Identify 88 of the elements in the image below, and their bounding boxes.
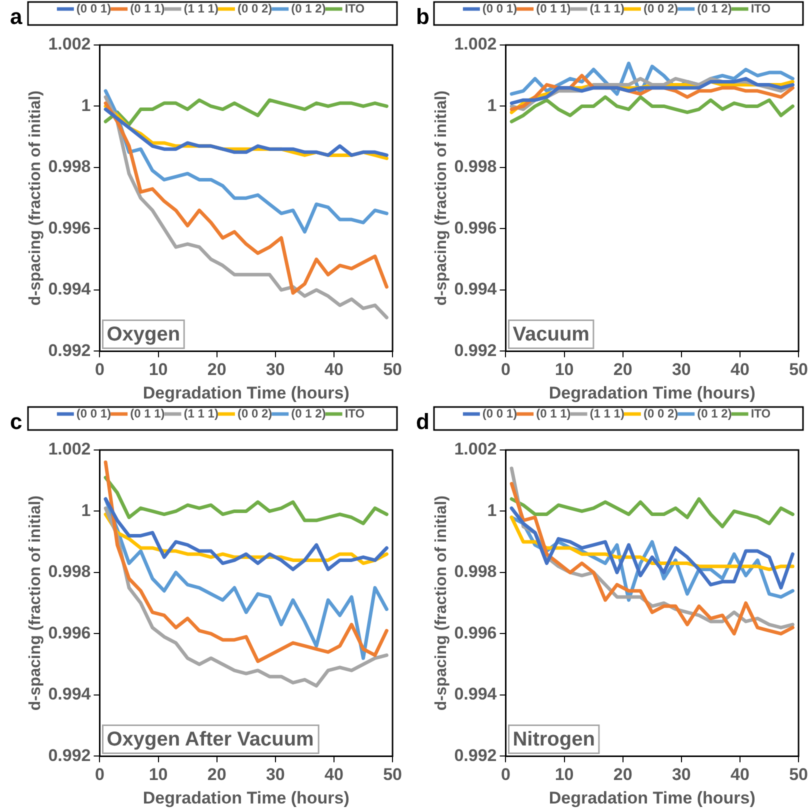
y-tick-label: 1 — [81, 500, 91, 520]
annotation: Vacuum — [512, 324, 590, 346]
x-tick-label: 20 — [613, 765, 632, 784]
legend-label: (0 1 2) — [697, 1, 732, 16]
x-tick-label: 50 — [383, 765, 402, 784]
y-tick-label: 0.992 — [48, 746, 91, 765]
y-tick-label: 0.996 — [48, 623, 91, 642]
legend-label: (0 0 2) — [643, 406, 678, 420]
legend-label: (0 0 1) — [482, 406, 518, 420]
x-tick-label: 30 — [266, 765, 285, 784]
x-tick-label: 30 — [672, 765, 691, 784]
x-tick-label: 40 — [730, 765, 750, 784]
annotation: Nitrogen — [512, 728, 595, 751]
legend-label: (0 1 2) — [291, 406, 326, 420]
chart-title: c — [10, 409, 22, 435]
legend-label: (1 1 1) — [184, 406, 218, 420]
legend-label: (0 0 2) — [643, 1, 678, 16]
y-tick-label: 1 — [81, 96, 91, 115]
legend-label: (0 1 2) — [291, 1, 326, 16]
legend-label: ITO — [750, 1, 771, 16]
y-tick-label: 0.994 — [454, 684, 498, 704]
chart-title: b — [416, 4, 430, 30]
x-tick-label: 30 — [266, 360, 285, 380]
y-tick-label: 0.992 — [454, 340, 497, 360]
legend-label: ITO — [750, 406, 771, 420]
legend-label: (0 1 1) — [130, 406, 165, 420]
legend-label: (0 0 1) — [76, 406, 112, 420]
x-axis-title: Degradation Time (hours) — [142, 788, 350, 808]
y-tick-label: 0.998 — [454, 157, 497, 176]
x-tick-label: 20 — [207, 360, 226, 380]
legend-label: (0 1 1) — [536, 1, 571, 16]
legend-label: (0 0 1) — [76, 1, 112, 16]
y-tick-label: 0.994 — [48, 280, 92, 299]
annotation: Oxygen — [106, 324, 180, 346]
y-tick-label: 1.002 — [454, 440, 497, 459]
chart-title: d — [416, 409, 430, 435]
y-tick-label: 1.002 — [48, 440, 91, 459]
x-tick-label: 0 — [501, 765, 510, 784]
legend-label: (0 1 1) — [130, 1, 165, 16]
x-tick-label: 50 — [789, 360, 808, 380]
legend-label: (0 1 2) — [697, 406, 732, 420]
legend-label: (1 1 1) — [590, 406, 624, 420]
y-tick-label: 0.992 — [454, 746, 497, 765]
x-tick-label: 40 — [730, 360, 750, 380]
x-tick-label: 0 — [95, 765, 104, 784]
y-tick-label: 0.996 — [48, 218, 91, 238]
y-tick-label: 1 — [487, 96, 497, 115]
legend-label: (0 0 1) — [482, 1, 518, 16]
x-tick-label: 40 — [324, 765, 344, 784]
legend-label: ITO — [344, 1, 365, 16]
y-tick-label: 1.002 — [454, 34, 497, 54]
x-tick-label: 20 — [207, 765, 226, 784]
x-tick-label: 50 — [383, 360, 402, 380]
x-tick-label: 50 — [789, 765, 808, 784]
y-tick-label: 0.996 — [454, 218, 497, 238]
y-axis-title: d-spacing (fraction of initial) — [433, 90, 450, 306]
y-tick-label: 0.998 — [48, 562, 91, 582]
x-tick-label: 10 — [148, 765, 168, 784]
x-tick-label: 10 — [554, 360, 574, 380]
y-axis-title: d-spacing (fraction of initial) — [433, 496, 450, 711]
legend-label: (1 1 1) — [184, 1, 218, 16]
y-tick-label: 0.992 — [48, 340, 91, 360]
legend-label: (0 1 1) — [536, 406, 571, 420]
y-axis-title: d-spacing (fraction of initial) — [27, 496, 44, 711]
y-tick-label: 0.998 — [48, 157, 91, 176]
x-tick-label: 10 — [148, 360, 168, 380]
y-tick-label: 0.996 — [454, 623, 497, 642]
legend-label: ITO — [344, 406, 365, 420]
x-tick-label: 0 — [501, 360, 510, 380]
annotation: Oxygen After Vacuum — [106, 728, 314, 751]
x-axis-title: Degradation Time (hours) — [142, 383, 350, 402]
legend-label: (0 0 2) — [237, 1, 272, 16]
y-tick-label: 0.994 — [454, 280, 498, 299]
chart-title: a — [10, 4, 22, 30]
x-axis-title: Degradation Time (hours) — [548, 788, 756, 808]
y-tick-label: 0.998 — [454, 562, 497, 582]
legend-label: (0 0 2) — [237, 406, 272, 420]
y-tick-label: 1.002 — [48, 34, 91, 54]
legend-label: (1 1 1) — [590, 1, 624, 16]
y-tick-label: 0.994 — [48, 684, 92, 704]
x-tick-label: 20 — [613, 360, 632, 380]
x-tick-label: 30 — [672, 360, 691, 380]
x-tick-label: 0 — [95, 360, 104, 380]
x-tick-label: 40 — [324, 360, 344, 380]
x-axis-title: Degradation Time (hours) — [548, 383, 756, 402]
x-tick-label: 10 — [554, 765, 574, 784]
y-tick-label: 1 — [487, 500, 497, 520]
y-axis-title: d-spacing (fraction of initial) — [27, 90, 44, 306]
